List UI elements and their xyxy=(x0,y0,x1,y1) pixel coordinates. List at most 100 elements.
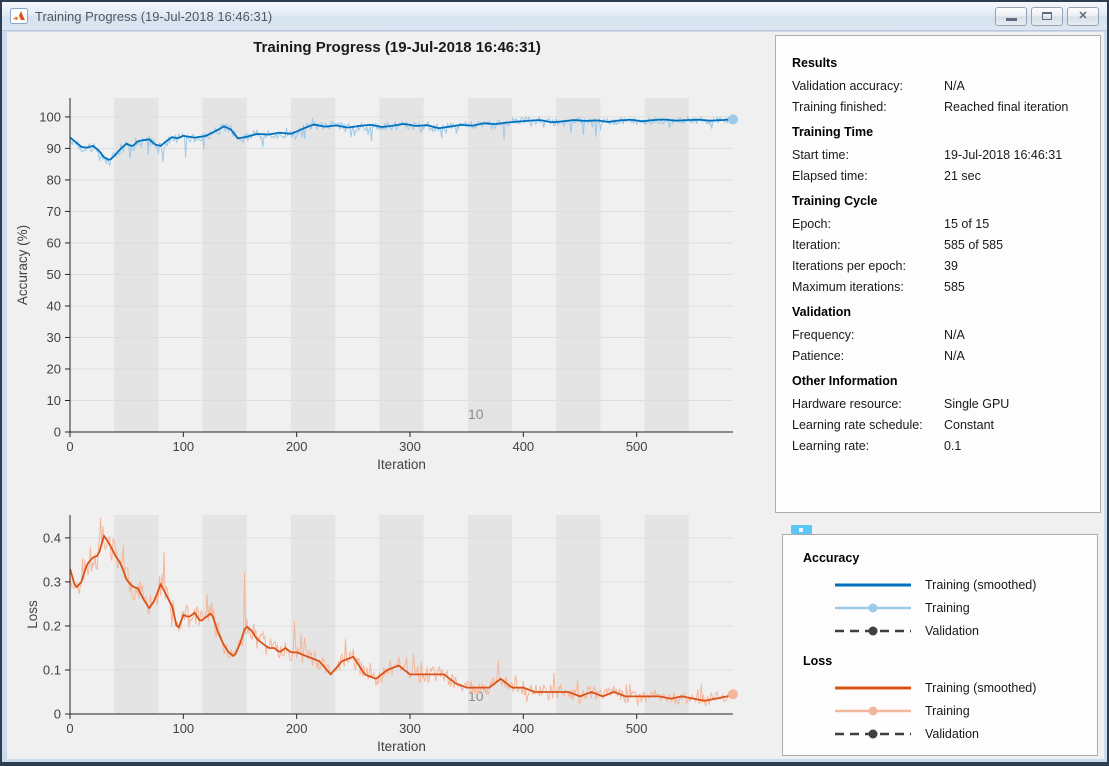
svg-text:0: 0 xyxy=(66,439,73,454)
info-value: 19-Jul-2018 16:46:31 xyxy=(944,148,1063,162)
figure-title: Training Progress (19-Jul-2018 16:46:31) xyxy=(253,39,541,56)
info-row: Epoch: 15 of 15 xyxy=(792,217,1084,231)
legend-label: Training xyxy=(925,703,970,718)
legend-label: Training xyxy=(925,600,970,615)
legend-item: Training xyxy=(803,596,1083,619)
svg-text:300: 300 xyxy=(399,721,421,736)
maximize-icon xyxy=(1042,12,1052,20)
info-value: Single GPU xyxy=(944,397,1010,411)
svg-text:200: 200 xyxy=(286,721,308,736)
svg-text:20: 20 xyxy=(47,361,61,376)
info-row: Iterations per epoch: 39 xyxy=(792,259,1084,273)
close-icon: ✕ xyxy=(1078,9,1088,22)
section-header: Other Information xyxy=(792,374,898,388)
legend-label: Validation xyxy=(925,726,979,741)
legend-item: Training xyxy=(803,699,1083,722)
training-cycle-section: Training Cycle Epoch: 15 of 15 Iteration:… xyxy=(792,194,1084,294)
training-line-icon xyxy=(833,599,913,617)
svg-text:10: 10 xyxy=(468,406,484,422)
svg-text:400: 400 xyxy=(512,721,534,736)
info-row: Training finished: Reached final iteratio… xyxy=(792,100,1084,114)
window-title: Training Progress (19-Jul-2018 16:46:31) xyxy=(35,8,273,24)
svg-text:40: 40 xyxy=(47,298,61,313)
info-value: Reached final iteration xyxy=(944,100,1069,114)
legend-header: Accuracy xyxy=(803,551,860,565)
info-label: Maximum iterations: xyxy=(792,280,904,294)
legend-panel: Accuracy Training (smoothed) Training Va… xyxy=(782,534,1098,756)
info-label: Frequency: xyxy=(792,328,855,342)
svg-text:0.1: 0.1 xyxy=(43,662,61,677)
svg-text:Iteration: Iteration xyxy=(377,457,426,472)
training-info-panel: Results Validation accuracy: N/A Training… xyxy=(775,35,1101,513)
section-header: Validation xyxy=(792,305,852,319)
svg-text:100: 100 xyxy=(172,721,194,736)
info-label: Hardware resource: xyxy=(792,397,902,411)
info-label: Start time: xyxy=(792,148,849,162)
legend-label: Training (smoothed) xyxy=(925,680,1037,695)
legend-label: Validation xyxy=(925,623,979,638)
info-value: 15 of 15 xyxy=(944,217,990,231)
svg-text:30: 30 xyxy=(47,330,61,345)
svg-text:100: 100 xyxy=(172,439,194,454)
results-section: Results Validation accuracy: N/A Training… xyxy=(792,56,1084,114)
info-value: 585 of 585 xyxy=(944,238,1004,252)
info-label: Learning rate: xyxy=(792,439,870,453)
legend-item: Training (smoothed) xyxy=(803,573,1083,596)
svg-text:90: 90 xyxy=(47,141,61,156)
info-row: Patience: N/A xyxy=(792,349,1084,363)
info-row: Frequency: N/A xyxy=(792,328,1084,342)
svg-text:Iteration: Iteration xyxy=(377,739,426,754)
info-value: N/A xyxy=(944,79,965,93)
info-value: N/A xyxy=(944,349,965,363)
close-button[interactable]: ✕ xyxy=(1067,6,1099,26)
other-information-section: Other Information Hardware resource: Sing… xyxy=(792,374,1084,453)
svg-text:500: 500 xyxy=(626,721,648,736)
info-label: Iteration: xyxy=(792,238,841,252)
section-header: Training Cycle xyxy=(792,194,878,208)
info-row: Hardware resource: Single GPU xyxy=(792,397,1084,411)
title-bar[interactable]: Training Progress (19-Jul-2018 16:46:31)… xyxy=(2,2,1107,31)
info-row: Iteration: 585 of 585 xyxy=(792,238,1084,252)
accuracy-legend-group: Accuracy Training (smoothed) Training Va… xyxy=(803,551,1083,642)
minimize-button[interactable] xyxy=(995,6,1027,26)
section-header: Training Time xyxy=(792,125,874,139)
info-label: Patience: xyxy=(792,349,845,363)
info-row: Elapsed time: 21 sec xyxy=(792,169,1084,183)
info-row: Validation accuracy: N/A xyxy=(792,79,1084,93)
panel-splitter-handle[interactable] xyxy=(791,525,812,534)
svg-text:0.3: 0.3 xyxy=(43,574,61,589)
info-value: N/A xyxy=(944,328,965,342)
svg-text:0.2: 0.2 xyxy=(43,618,61,633)
info-row: Start time: 19-Jul-2018 16:46:31 xyxy=(792,148,1084,162)
legend-label: Training (smoothed) xyxy=(925,577,1037,592)
svg-text:0: 0 xyxy=(54,425,61,440)
info-label: Elapsed time: xyxy=(792,169,868,183)
svg-text:70: 70 xyxy=(47,204,61,219)
minimize-icon xyxy=(1005,17,1017,21)
section-header: Results xyxy=(792,56,838,70)
validation-line-icon xyxy=(833,725,913,743)
info-row: Maximum iterations: 585 xyxy=(792,280,1084,294)
svg-text:0: 0 xyxy=(66,721,73,736)
svg-text:60: 60 xyxy=(47,235,61,250)
legend-item: Validation xyxy=(803,619,1083,642)
info-row: Learning rate schedule: Constant xyxy=(792,418,1084,432)
training-smoothed-line-icon xyxy=(833,679,913,697)
svg-text:10: 10 xyxy=(47,393,61,408)
figure-area: Training Progress (19-Jul-2018 16:46:31)… xyxy=(7,32,1104,759)
training-smoothed-line-icon xyxy=(833,576,913,594)
info-value: 585 xyxy=(944,280,965,294)
maximize-button[interactable] xyxy=(1031,6,1063,26)
svg-text:Accuracy (%): Accuracy (%) xyxy=(15,225,30,305)
svg-text:Loss: Loss xyxy=(25,600,40,629)
training-time-section: Training Time Start time: 19-Jul-2018 16:… xyxy=(792,125,1084,183)
svg-text:100: 100 xyxy=(39,109,61,124)
matlab-logo-icon xyxy=(10,8,28,24)
svg-text:500: 500 xyxy=(626,439,648,454)
svg-text:0.4: 0.4 xyxy=(43,530,61,545)
info-value: 39 xyxy=(944,259,958,273)
info-label: Learning rate schedule: xyxy=(792,418,923,432)
svg-text:0: 0 xyxy=(54,707,61,722)
svg-text:400: 400 xyxy=(512,439,534,454)
